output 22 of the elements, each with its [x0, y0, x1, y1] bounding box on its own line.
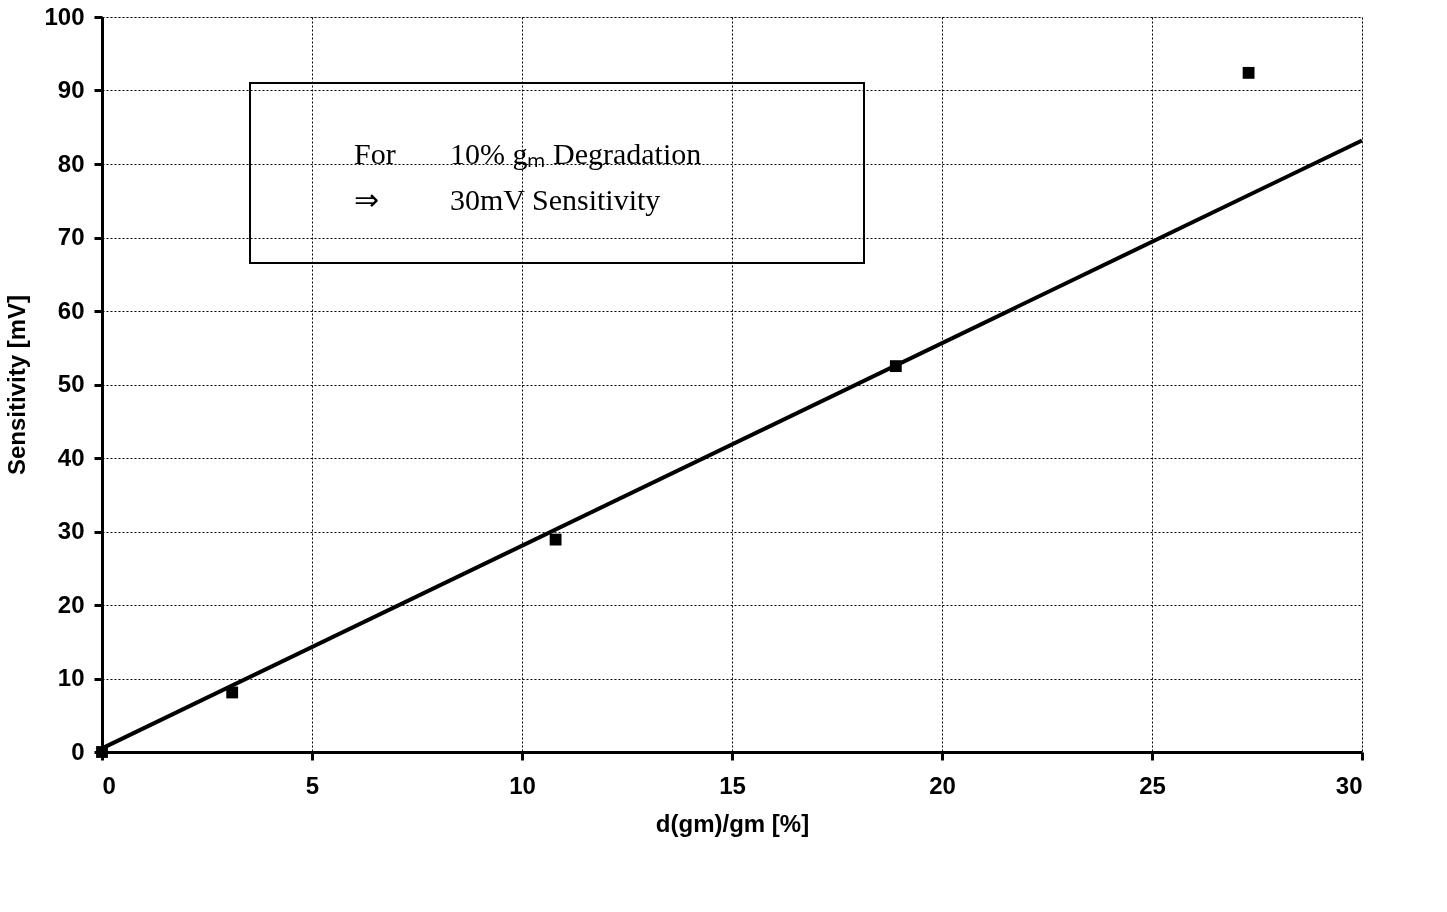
x-tick-label: 20 [929, 771, 956, 799]
y-tick-label: 100 [44, 2, 85, 30]
x-tick-label: 25 [1139, 771, 1166, 799]
y-tick-label: 80 [57, 149, 85, 177]
x-tick-label: 0 [102, 771, 116, 799]
y-tick-label: 20 [57, 590, 85, 618]
y-tick-label: 60 [57, 296, 85, 324]
y-tick-label: 0 [71, 737, 85, 765]
y-tick-label: 90 [57, 76, 85, 103]
y-tick-label: 10 [57, 664, 85, 691]
x-tick-label: 5 [305, 771, 320, 799]
text: For 10% gₘ Degradation [354, 137, 702, 170]
x-tick-label: 30 [1335, 771, 1363, 799]
y-tick-label: 70 [57, 223, 85, 250]
y-tick-label: 40 [57, 443, 85, 471]
y-axis-title: Sensitivity [mV] [3, 294, 31, 476]
text: ⇒ 30mV Sensitivity [354, 183, 661, 216]
y-tick-label: 50 [57, 370, 85, 397]
x-axis-title: d(gm)/gm [%] [655, 809, 810, 837]
y-tick-label: 30 [57, 517, 85, 544]
x-tick-label: 10 [509, 771, 536, 799]
x-tick-label: 15 [719, 771, 746, 799]
